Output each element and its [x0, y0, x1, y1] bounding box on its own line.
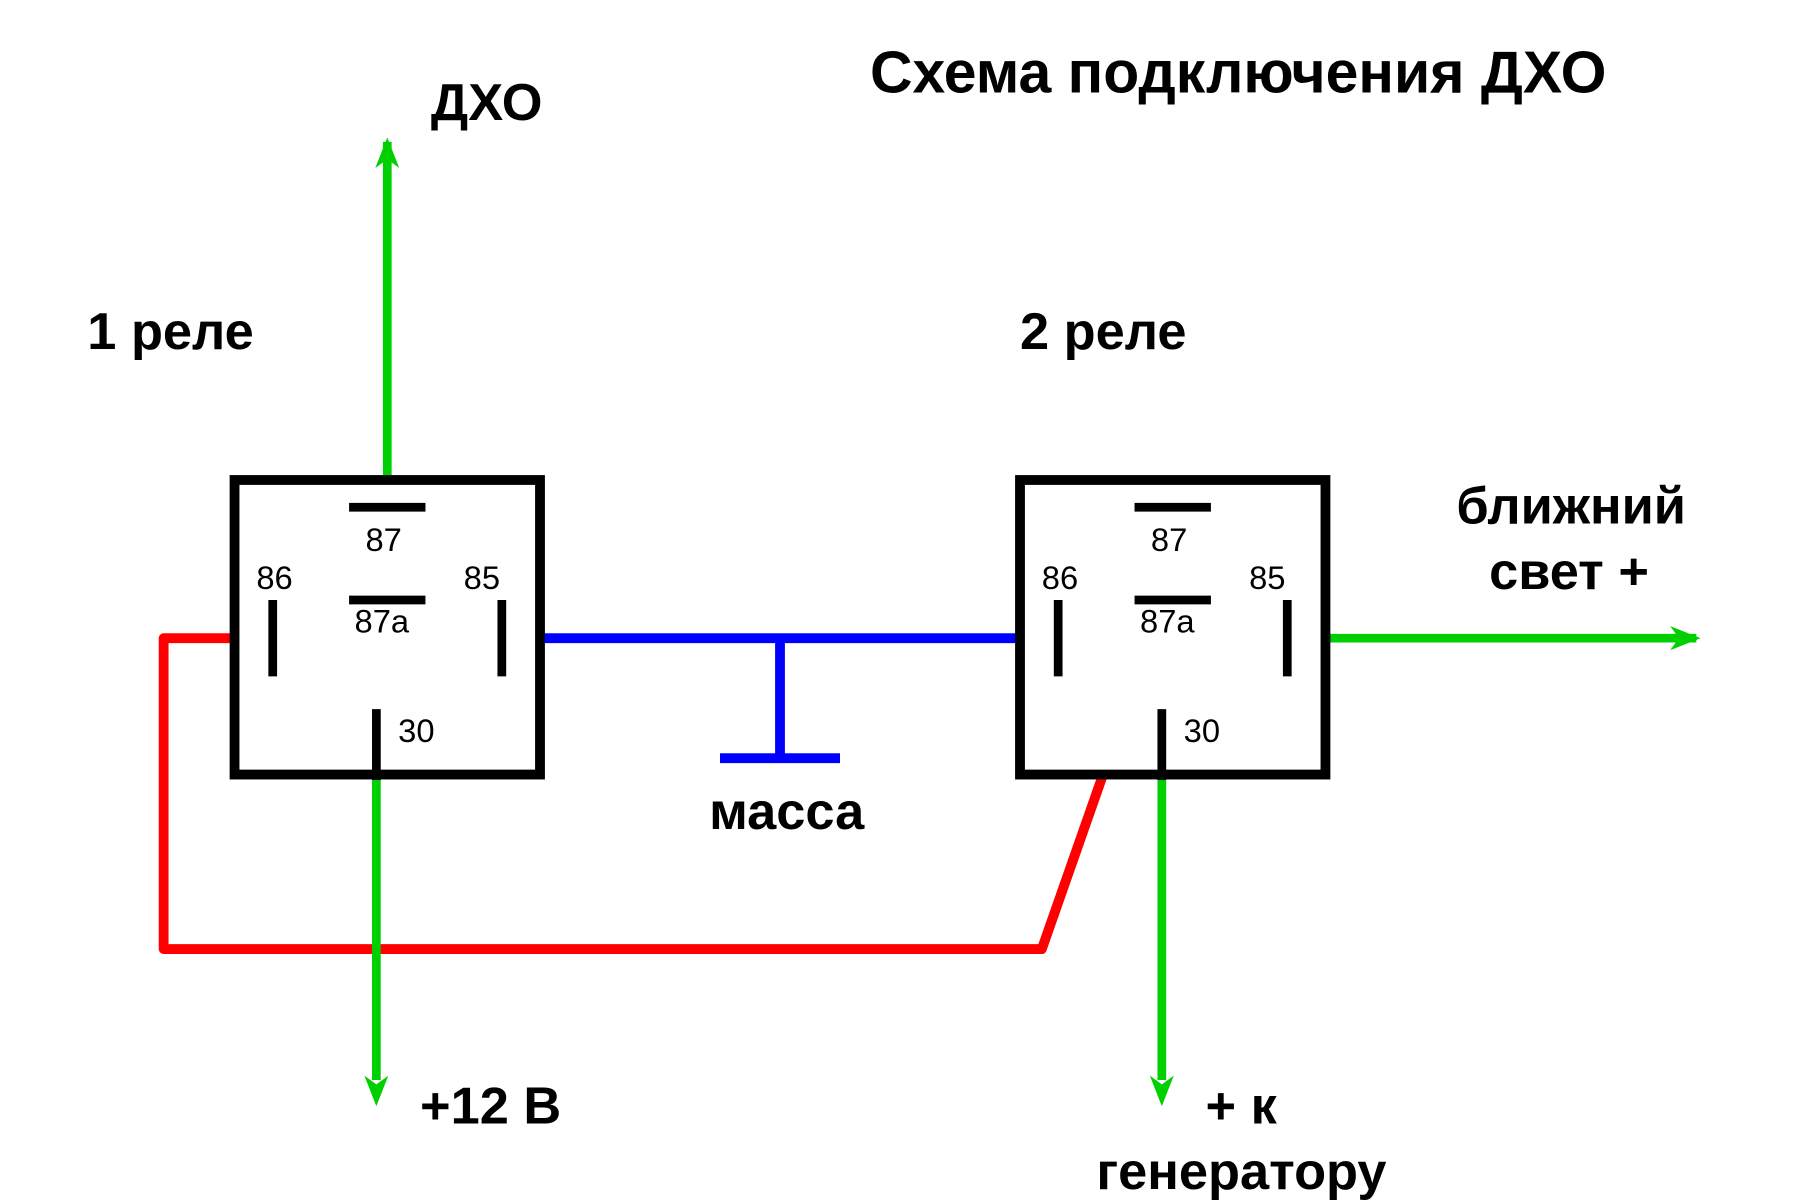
relay-2-label: 2 реле	[1020, 303, 1186, 361]
relay-1-p85-label: 85	[464, 559, 500, 596]
plus12v-arrow-label: +12 В	[420, 1078, 561, 1136]
lowbeam-arrow-label2: свет +	[1489, 543, 1649, 601]
relay-2-p30-label: 30	[1184, 712, 1220, 749]
ground-label: масса	[709, 783, 865, 841]
relay-2-p87-label: 87	[1151, 521, 1187, 558]
relay-1-p86-label: 86	[256, 559, 292, 596]
dho-arrow-label: ДХО	[431, 74, 543, 132]
diagram-title: Схема подключения ДХО	[870, 41, 1606, 106]
generator-arrow-label: + к	[1205, 1078, 1277, 1136]
relay-1-p30-label: 30	[398, 712, 434, 749]
generator-arrow-label2: генератору	[1096, 1143, 1386, 1200]
relay-1-p87a-label: 87a	[355, 603, 410, 640]
relay-1-label: 1 реле	[87, 303, 253, 361]
relay-1-p87-label: 87	[365, 521, 401, 558]
relay-2-p87a-label: 87a	[1140, 603, 1195, 640]
relay-2-p86-label: 86	[1042, 559, 1078, 596]
wiring-diagram: Схема подключения ДХО масса ДХО +12 В + к ген…	[0, 0, 1800, 1200]
lowbeam-arrow-label: ближний	[1456, 478, 1686, 536]
relay-2-p85-label: 85	[1249, 559, 1285, 596]
